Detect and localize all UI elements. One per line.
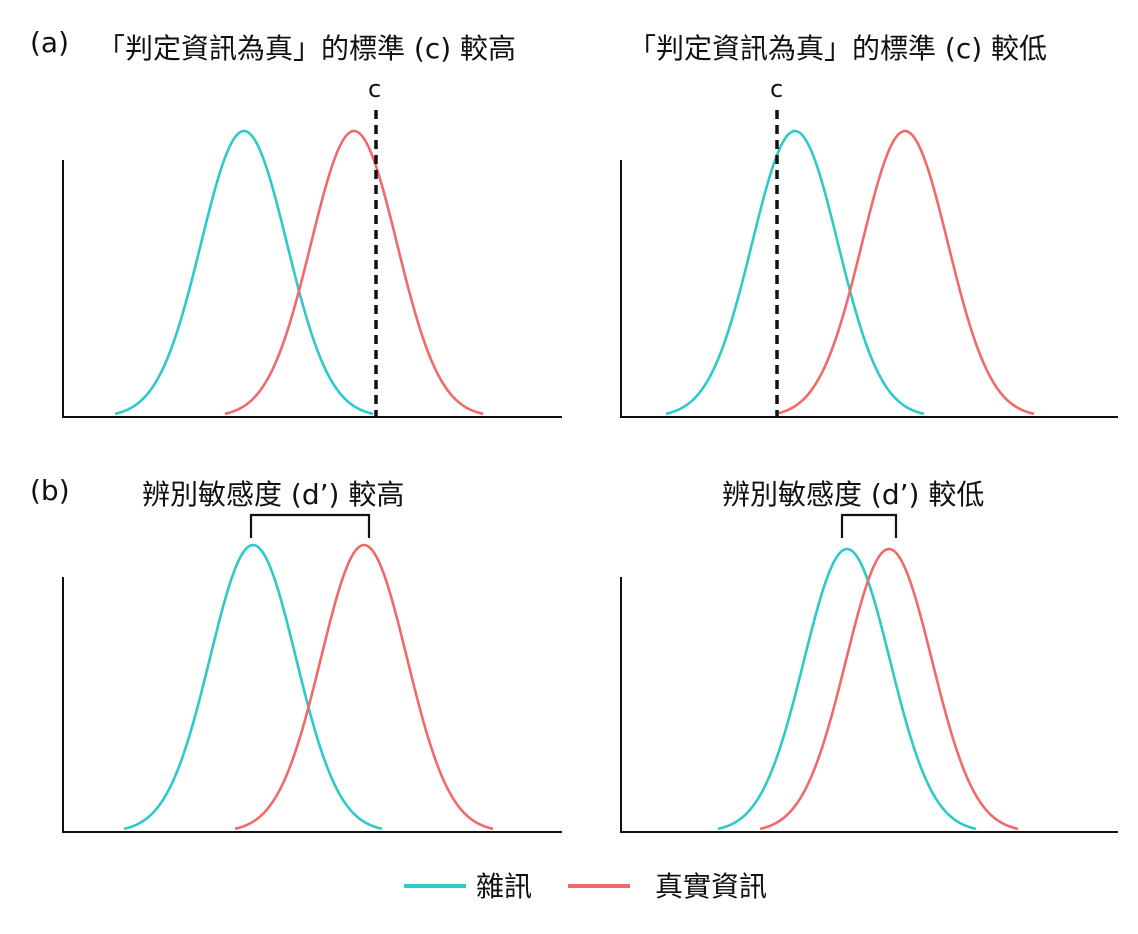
signal-curve-a-right bbox=[775, 129, 1035, 416]
signal-curve-b-right bbox=[759, 547, 1019, 831]
axes-b-left bbox=[62, 577, 562, 833]
panel-b-left-title: 辨別敏感度 (d’) 較高 bbox=[142, 478, 404, 511]
criterion-marker-right: c bbox=[770, 75, 783, 103]
dprime-bracket-right bbox=[840, 513, 898, 538]
legend: 雜訊 真實資訊 bbox=[404, 870, 767, 903]
signal-curve-b-left bbox=[234, 543, 494, 831]
legend-noise-label: 雜訊 bbox=[476, 870, 532, 903]
panel-a-left-title: 「判定資訊為真」的標準 (c) 較高 bbox=[97, 32, 516, 65]
noise-curve-a-left bbox=[114, 129, 374, 416]
criterion-marker-left: c bbox=[368, 75, 381, 103]
noise-curve-b-right bbox=[717, 547, 977, 831]
axes-a-left bbox=[62, 160, 562, 418]
panel-b-label: (b) bbox=[30, 474, 70, 507]
dprime-bracket-left bbox=[249, 513, 371, 538]
signal-curve-a-left bbox=[224, 129, 484, 416]
axes-b-right bbox=[620, 577, 1118, 833]
noise-curve-a-right bbox=[665, 129, 925, 416]
axes-a-right bbox=[620, 160, 1118, 418]
legend-signal-label: 真實資訊 bbox=[655, 870, 767, 903]
panel-a-right-title: 「判定資訊為真」的標準 (c) 較低 bbox=[628, 32, 1047, 65]
noise-curve-b-left bbox=[123, 543, 383, 831]
panel-b-right-title: 辨別敏感度 (d’) 較低 bbox=[722, 478, 984, 511]
panel-a-label: (a) bbox=[30, 26, 69, 59]
